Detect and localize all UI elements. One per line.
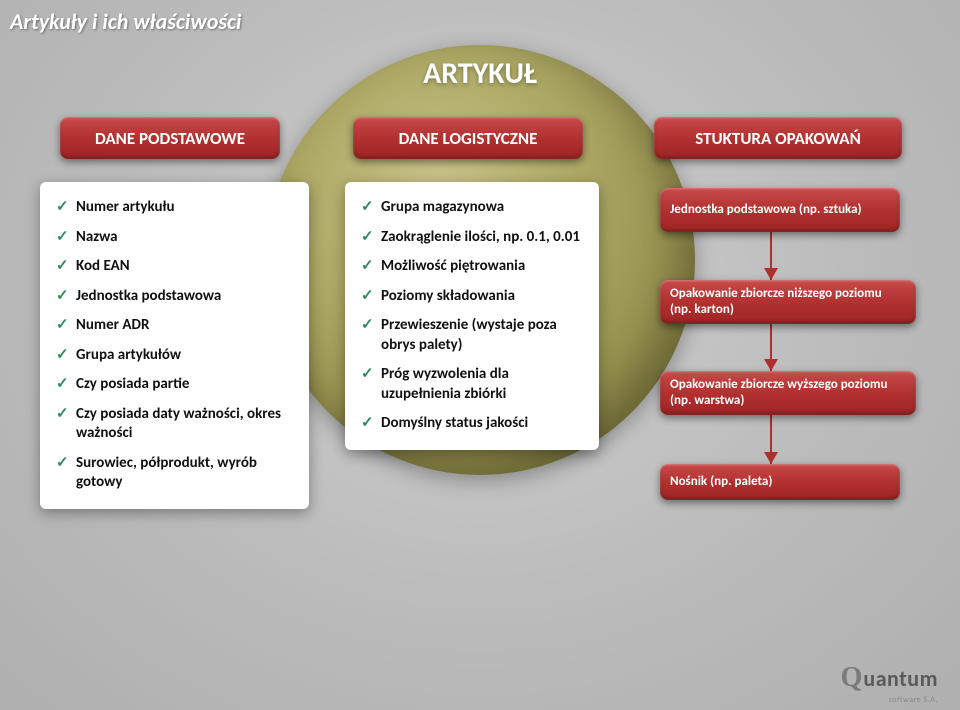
list-item: Jednostka podstawowa: [54, 287, 293, 307]
basic-data-list: Numer artykułu Nazwa Kod EAN Jednostka p…: [54, 198, 293, 493]
list-item: Kod EAN: [54, 257, 293, 277]
header-pill-logistic-data: DANE LOGISTYCZNE: [353, 117, 583, 159]
list-item: Czy posiada partie: [54, 375, 293, 395]
main-label: ARTYKUŁ: [0, 55, 960, 92]
list-item: Przewieszenie (wystaje poza obrys palety…: [359, 316, 583, 355]
logistic-data-list: Grupa magazynowa Zaokrąglenie ilości, np…: [359, 198, 583, 434]
list-item: Próg wyzwolenia dla uzupełnienia zbiórki: [359, 365, 583, 404]
panel-basic-data: Numer artykułu Nazwa Kod EAN Jednostka p…: [40, 182, 309, 509]
list-item: Numer ADR: [54, 316, 293, 336]
list-item: Możliwość piętrowania: [359, 257, 583, 277]
hierarchy-label: Opakowanie zbiorcze wyższego poziomu (np…: [670, 377, 906, 410]
list-item: Nazwa: [54, 228, 293, 248]
hierarchy-level-carrier: Nośnik (np. paleta): [660, 464, 900, 500]
hierarchy-label: Nośnik (np. paleta): [670, 474, 772, 490]
list-item: Grupa artykułów: [54, 346, 293, 366]
hierarchy-level-base-unit: Jednostka podstawowa (np. sztuka): [660, 188, 900, 232]
header-label: DANE LOGISTYCZNE: [399, 128, 538, 149]
header-label: STUKTURA OPAKOWAŃ: [695, 128, 861, 149]
logo-text: uantum: [863, 665, 938, 692]
arrow-down-icon: [764, 452, 778, 464]
list-item: Domyślny status jakości: [359, 414, 583, 434]
header-pill-basic-data: DANE PODSTAWOWE: [60, 117, 280, 159]
hierarchy-label: Opakowanie zbiorcze niższego poziomu (np…: [670, 286, 906, 319]
list-item: Surowiec, półprodukt, wyrób gotowy: [54, 454, 293, 493]
header-pill-packaging-structure: STUKTURA OPAKOWAŃ: [654, 117, 902, 159]
page-title: Artykuły i ich właściwości: [10, 8, 241, 35]
list-item: Numer artykułu: [54, 198, 293, 218]
hierarchy-label: Jednostka podstawowa (np. sztuka): [670, 202, 862, 218]
list-item: Czy posiada daty ważności, okres ważnośc…: [54, 405, 293, 444]
logo-q: Q: [841, 662, 863, 694]
arrow-down-icon: [764, 359, 778, 371]
hierarchy-level-higher-pack: Opakowanie zbiorcze wyższego poziomu (np…: [660, 371, 916, 415]
list-item: Zaokrąglenie ilości, np. 0.1, 0.01: [359, 228, 583, 248]
brand-logo: Q uantum software S.A.: [841, 662, 938, 694]
list-item: Grupa magazynowa: [359, 198, 583, 218]
panel-logistic-data: Grupa magazynowa Zaokrąglenie ilości, np…: [345, 182, 599, 450]
hierarchy-level-lower-pack: Opakowanie zbiorcze niższego poziomu (np…: [660, 280, 916, 324]
arrow-down-icon: [764, 268, 778, 280]
logo-subtext: software S.A.: [889, 695, 938, 705]
header-label: DANE PODSTAWOWE: [95, 128, 245, 149]
list-item: Poziomy składowania: [359, 287, 583, 307]
